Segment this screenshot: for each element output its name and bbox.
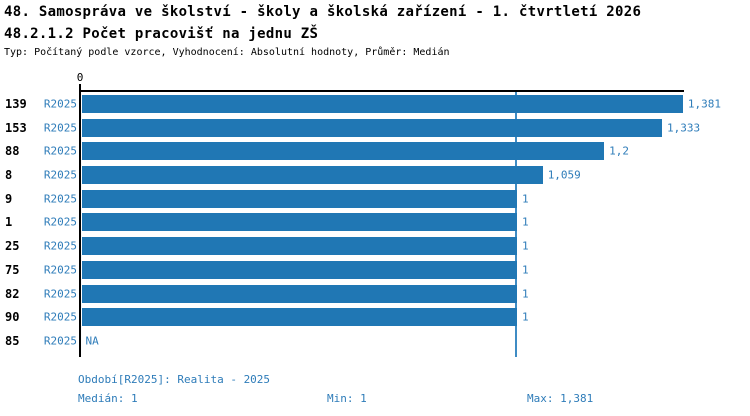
row-period-label: R2025 (43, 215, 77, 229)
row-id-label: 90 (5, 310, 20, 325)
row-id-label: 75 (5, 262, 20, 277)
bar-value-label: 1 (522, 215, 529, 229)
row-id-label: 153 (5, 120, 27, 135)
row-id-label: 9 (5, 191, 13, 206)
value-bar (81, 308, 517, 327)
footer-min-label: Min: 1 (327, 392, 367, 405)
row-period-label: R2025 (43, 121, 77, 135)
row-id-label: 1 (5, 215, 13, 230)
row-period-label: R2025 (43, 144, 77, 158)
value-bar (81, 142, 605, 161)
x-axis-zero-tick (79, 84, 81, 90)
row-period-label: R2025 (43, 310, 77, 324)
chart-row: 153 R2025 1,333 (0, 116, 750, 140)
chart-row: 88 R2025 1,2 (0, 139, 750, 163)
footer-median-label: Medián: 1 (78, 392, 138, 405)
chart-row: 25 R2025 1 (0, 234, 750, 258)
bar-value-label: 1 (522, 239, 529, 253)
row-period-label: R2025 (43, 334, 77, 348)
row-period-label: R2025 (43, 263, 77, 277)
chart-row: 90 R2025 1 (0, 305, 750, 329)
row-id-label: 88 (5, 144, 20, 159)
value-bar (81, 118, 662, 137)
value-bar (81, 94, 683, 113)
row-id-label: 25 (5, 239, 20, 254)
chart-row: 85 R2025 NA (0, 329, 750, 353)
x-axis-zero-tick-label: 0 (76, 71, 84, 84)
value-bar (81, 166, 543, 185)
chart-meta-info: Typ: Počítaný podle vzorce, Vyhodnocení:… (4, 47, 450, 58)
footer-max-label: Max: 1,381 (527, 392, 594, 405)
value-bar (81, 260, 517, 279)
row-period-label: R2025 (43, 97, 77, 111)
row-id-label: 139 (5, 96, 27, 111)
chart-row: 82 R2025 1 (0, 282, 750, 306)
chart-row: 139 R2025 1,381 (0, 92, 750, 116)
bar-value-label: 1,333 (667, 121, 701, 135)
footer-period-label: Období[R2025]: Realita - 2025 (78, 373, 271, 386)
bar-value-label: 1 (522, 310, 529, 324)
chart-subtitle: 48.2.1.2 Počet pracovišť na jednu ZŠ (4, 26, 319, 42)
chart-row: 8 R2025 1,059 (0, 163, 750, 187)
x-axis-top-line (80, 90, 684, 92)
row-id-label: 8 (5, 168, 13, 183)
row-period-label: R2025 (43, 287, 77, 301)
row-period-label: R2025 (43, 168, 77, 182)
bar-value-label: 1 (522, 263, 529, 277)
row-period-label: R2025 (43, 239, 77, 253)
chart-row: 1 R2025 1 (0, 211, 750, 235)
row-period-label: R2025 (43, 192, 77, 206)
chart-row: 9 R2025 1 (0, 187, 750, 211)
chart-row: 75 R2025 1 (0, 258, 750, 282)
bar-value-label: 1 (522, 287, 529, 301)
value-bar (81, 189, 517, 208)
page-title: 48. Samospráva ve školství - školy a ško… (4, 4, 642, 20)
na-value-label: NA (85, 334, 99, 348)
chart-rows: 139 R2025 1,381 153 R2025 1,333 88 R2025 1,2 8 R20… (0, 92, 750, 353)
value-bar (81, 284, 517, 303)
value-bar (81, 213, 517, 232)
row-id-label: 85 (5, 334, 20, 349)
bar-value-label: 1 (522, 192, 529, 206)
bar-value-label: 1,381 (687, 97, 722, 111)
y-axis-line (79, 90, 81, 357)
row-id-label: 82 (5, 286, 20, 301)
value-bar (81, 237, 517, 256)
bar-value-label: 1,2 (609, 144, 629, 158)
bar-value-label: 1,059 (547, 168, 581, 182)
